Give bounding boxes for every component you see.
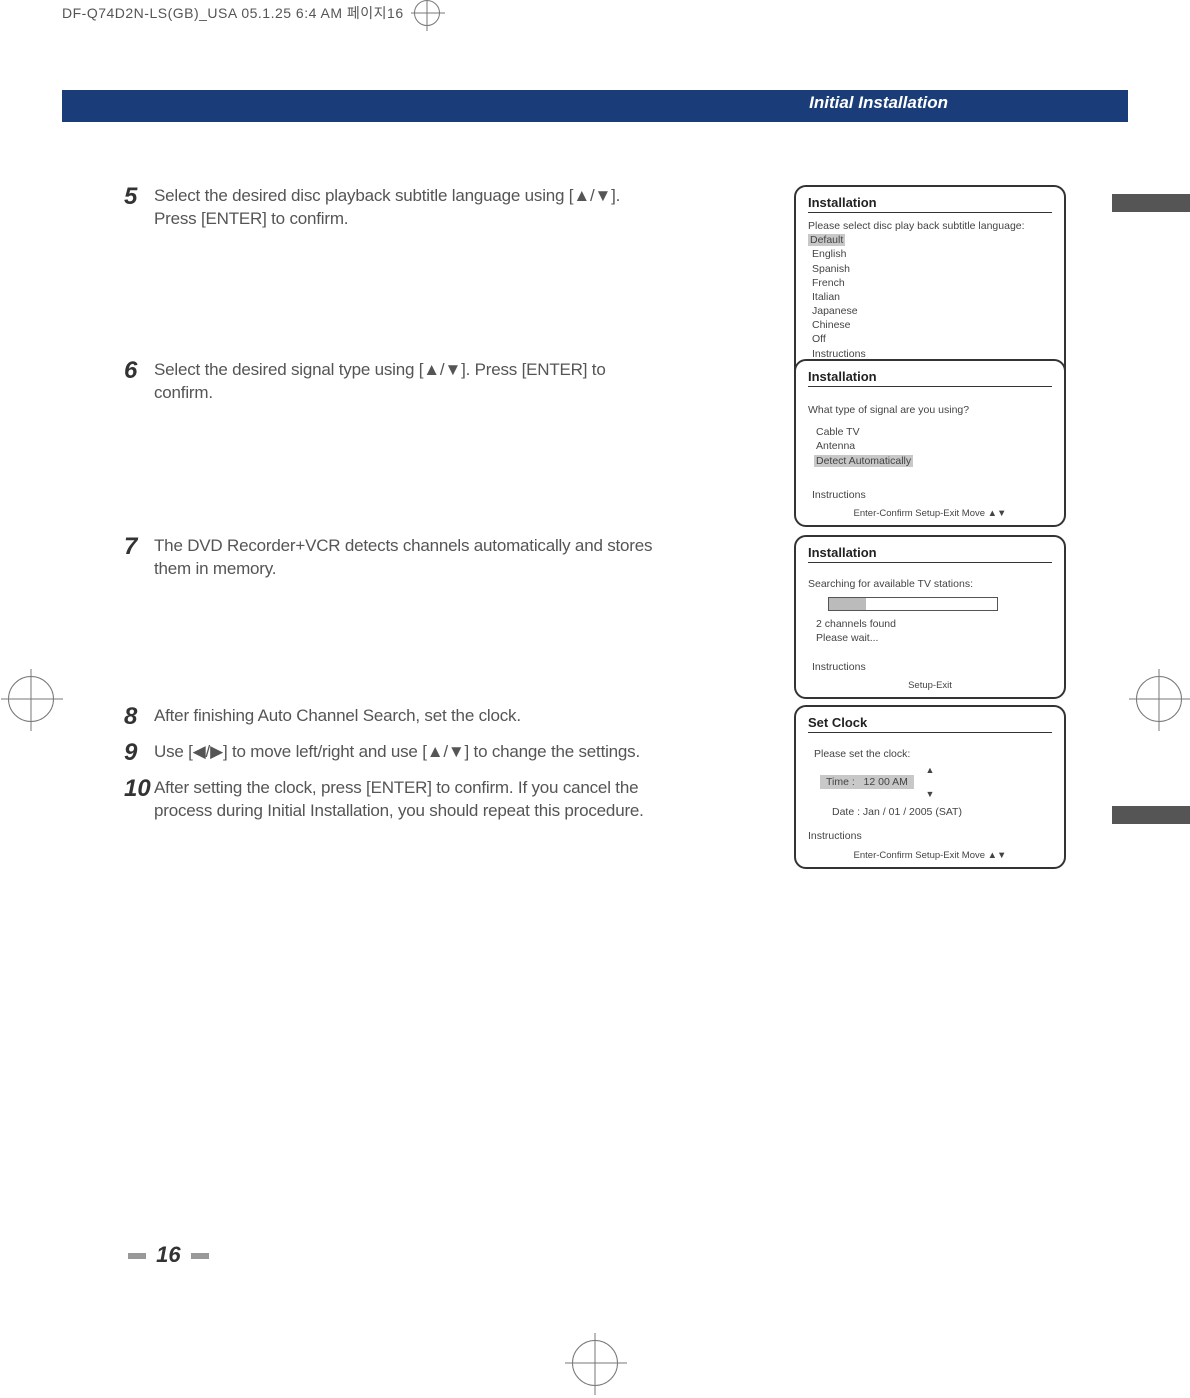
step-number: 5 (124, 185, 154, 209)
screen-footer: Setup-Exit (808, 680, 1052, 691)
step: 8 After finishing Auto Channel Search, s… (124, 705, 684, 729)
step-number: 7 (124, 535, 154, 559)
dash-icon (191, 1253, 209, 1259)
please-wait: Please wait... (808, 631, 1052, 645)
screen-set-clock: Set Clock Please set the clock: ▲ Time :… (794, 705, 1066, 869)
time-label: Time : (826, 776, 855, 788)
step-block: 7 The DVD Recorder+VCR detects channels … (124, 535, 684, 705)
step-text: After finishing Auto Channel Search, set… (154, 705, 684, 728)
step: 9 Use [◀/▶] to move left/right and use [… (124, 741, 684, 765)
channels-found: 2 channels found (808, 617, 1052, 631)
screen-signal-type: Installation What type of signal are you… (794, 359, 1066, 527)
registration-mark-right-icon (1136, 676, 1182, 722)
screen-channel-search: Installation Searching for available TV … (794, 535, 1066, 699)
side-tab (1112, 194, 1190, 212)
screen-prompt: Searching for available TV stations: (808, 577, 1052, 591)
print-header: DF-Q74D2N-LS(GB)_USA 05.1.25 6:4 AM 페이지1… (62, 0, 440, 26)
screen-subtitle-language: Installation Please select disc play bac… (794, 185, 1066, 386)
page-number-value: 16 (156, 1242, 180, 1267)
steps-column: 5 Select the desired disc playback subti… (124, 185, 684, 823)
screen-title: Installation (808, 545, 1052, 563)
screen-prompt: Please select disc play back subtitle la… (808, 219, 1052, 233)
list-item: Italian (808, 290, 1052, 304)
step-text: Select the desired signal type using [▲/… (154, 359, 684, 405)
progress-fill (829, 598, 866, 610)
instructions-label: Instructions (808, 829, 1052, 843)
list-item: Cable TV (808, 425, 1052, 439)
section-banner: Initial Installation (62, 90, 1128, 122)
step-text: Use [◀/▶] to move left/right and use [▲/… (154, 741, 684, 764)
list-item: French (808, 276, 1052, 290)
step: 10 After setting the clock, press [ENTER… (124, 777, 684, 823)
list-item: Off (808, 332, 1052, 346)
step-number: 6 (124, 359, 154, 383)
selected-item: Default (808, 234, 845, 246)
list-item: Spanish (808, 262, 1052, 276)
screen-title: Installation (808, 195, 1052, 213)
list-item: Antenna (808, 439, 1052, 453)
list-item: Detect Automatically (808, 454, 1052, 468)
progress-bar (828, 597, 998, 611)
step-text: Select the desired disc playback subtitl… (154, 185, 684, 231)
screen-title: Set Clock (808, 715, 1052, 733)
header-text: DF-Q74D2N-LS(GB)_USA 05.1.25 6:4 AM 페이지1… (62, 3, 404, 23)
clock-row: Time : 12 00 AM (808, 775, 1052, 789)
step: 5 Select the desired disc playback subti… (124, 185, 684, 231)
selected-item: Detect Automatically (814, 455, 913, 467)
content-area: 5 Select the desired disc playback subti… (124, 185, 1066, 835)
list-item: Japanese (808, 304, 1052, 318)
registration-mark-icon (414, 0, 440, 26)
step: 6 Select the desired signal type using [… (124, 359, 684, 405)
list-item: Default (808, 233, 1052, 247)
list-item: Chinese (808, 318, 1052, 332)
step: 7 The DVD Recorder+VCR detects channels … (124, 535, 684, 581)
registration-mark-bottom-icon (572, 1340, 618, 1386)
step-number: 8 (124, 705, 154, 729)
arrow-up-icon: ▲ (808, 765, 1052, 775)
step-number: 10 (124, 777, 154, 801)
instructions-label: Instructions (808, 488, 1052, 502)
instructions-label: Instructions (808, 660, 1052, 674)
page-number: 16 (124, 1242, 213, 1268)
screen-footer: Enter-Confirm Setup-Exit Move ▲▼ (808, 508, 1052, 519)
registration-mark-left-icon (8, 676, 54, 722)
screen-footer: Enter-Confirm Setup-Exit Move ▲▼ (808, 850, 1052, 861)
screen-prompt: Please set the clock: (808, 747, 1052, 761)
screen-title: Installation (808, 369, 1052, 387)
step-block: 5 Select the desired disc playback subti… (124, 185, 684, 359)
step-text: The DVD Recorder+VCR detects channels au… (154, 535, 684, 581)
side-tab (1112, 806, 1190, 824)
date-value: Date : Jan / 01 / 2005 (SAT) (808, 805, 1052, 819)
list-item: English (808, 247, 1052, 261)
step-text: After setting the clock, press [ENTER] t… (154, 777, 684, 823)
screen-prompt: What type of signal are you using? (808, 403, 1052, 417)
arrow-down-icon: ▼ (808, 789, 1052, 799)
step-block: 6 Select the desired signal type using [… (124, 359, 684, 535)
step-number: 9 (124, 741, 154, 765)
time-value: 12 00 AM (864, 776, 908, 788)
step-block: 8 After finishing Auto Channel Search, s… (124, 705, 684, 823)
dash-icon (128, 1253, 146, 1259)
banner-title: Initial Installation (809, 93, 948, 113)
